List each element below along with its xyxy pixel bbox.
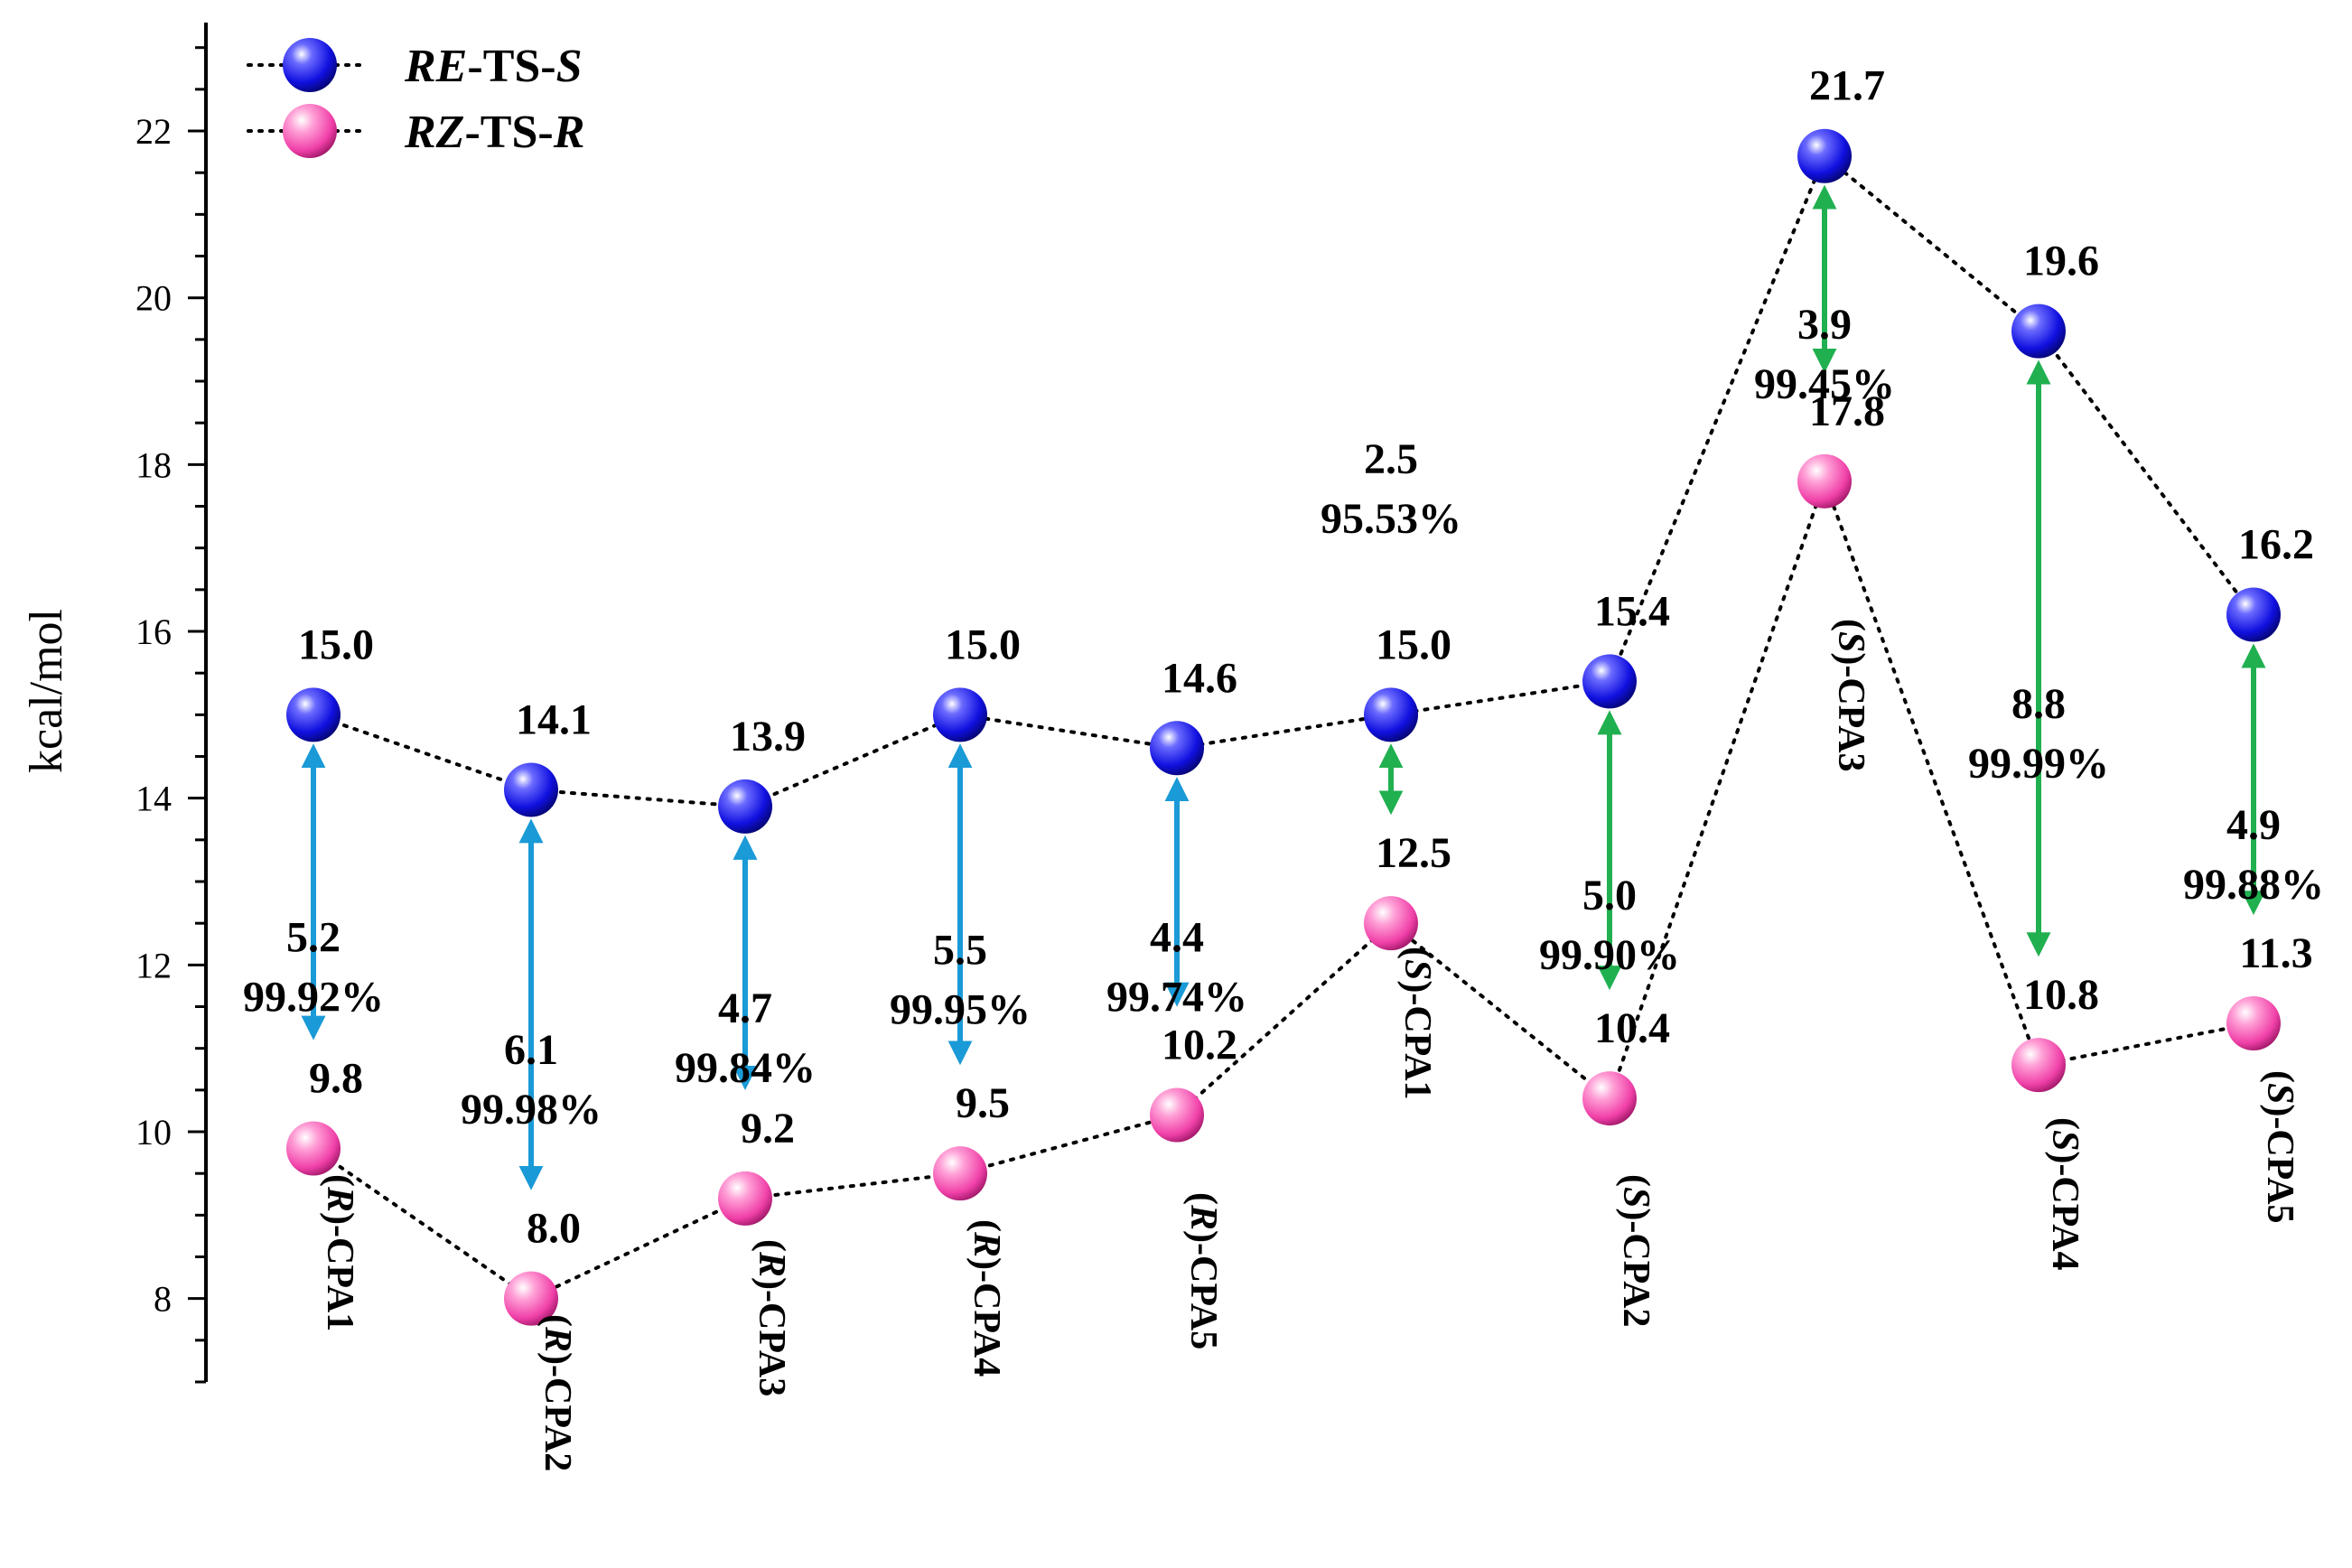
category-label: (R)-CPA3 bbox=[751, 1239, 792, 1396]
y-tick-label: 14 bbox=[135, 779, 172, 819]
y-tick-label: 8 bbox=[154, 1279, 172, 1320]
category-label: (S)-CPA1 bbox=[1396, 947, 1438, 1100]
data-points bbox=[286, 128, 2281, 1326]
value-label: 9.8 bbox=[309, 1054, 363, 1102]
value-label: 15.0 bbox=[1376, 621, 1451, 668]
re-ts-s-point bbox=[933, 687, 987, 742]
value-label: 15.0 bbox=[945, 621, 1021, 668]
value-label: 16.2 bbox=[2238, 521, 2314, 569]
y-tick-label: 10 bbox=[135, 1112, 172, 1153]
gap-delta-label: 5.0 bbox=[1582, 872, 1637, 919]
category-label: (R)-CPA2 bbox=[537, 1314, 578, 1471]
category-label: (S)-CPA5 bbox=[2259, 1070, 2301, 1224]
y-tick-label: 22 bbox=[135, 111, 172, 152]
gap-percent-label: 95.53% bbox=[1321, 495, 1461, 543]
rz-ts-r-point bbox=[2011, 1038, 2066, 1093]
value-label: 14.6 bbox=[1162, 654, 1237, 702]
re-ts-s-point bbox=[1797, 128, 1852, 183]
gap-delta-label: 2.5 bbox=[1364, 435, 1418, 483]
value-label: 17.8 bbox=[1809, 387, 1885, 435]
gap-percent-label: 99.84% bbox=[675, 1044, 816, 1092]
gap-delta-label: 4.7 bbox=[718, 985, 772, 1032]
legend-marker bbox=[283, 38, 337, 92]
gap-percent-label: 99.92% bbox=[243, 973, 384, 1021]
gap-percent-label: 99.99% bbox=[1968, 740, 2109, 788]
value-label: 12.5 bbox=[1376, 829, 1451, 877]
rz-ts-r-point bbox=[504, 1271, 558, 1326]
gap-delta-label: 4.4 bbox=[1150, 913, 1204, 961]
re-ts-s-point bbox=[1364, 687, 1418, 742]
y-axis-title: kcal/mol bbox=[21, 609, 72, 773]
series-line-0 bbox=[312, 153, 2255, 808]
rz-ts-r-point bbox=[1797, 453, 1852, 509]
series-line-1 bbox=[312, 475, 2255, 1301]
re-ts-s-point bbox=[1582, 654, 1637, 709]
gap-percent-label: 99.88% bbox=[2183, 861, 2324, 909]
gap-percent-label: 99.98% bbox=[461, 1086, 602, 1134]
gap-percent-label: 99.74% bbox=[1106, 973, 1247, 1021]
category-label: (S)-CPA3 bbox=[1830, 619, 1871, 772]
value-label: 8.0 bbox=[527, 1205, 581, 1253]
value-label: 13.9 bbox=[730, 713, 806, 761]
rz-ts-r-point bbox=[1150, 1087, 1204, 1143]
rz-ts-r-point bbox=[718, 1171, 772, 1226]
y-tick-label: 18 bbox=[135, 444, 172, 485]
value-label: 14.1 bbox=[516, 695, 592, 743]
y-axis: 8 10 12 14 16 18 20 22 bbox=[135, 23, 208, 1384]
re-ts-s-point bbox=[2011, 303, 2066, 359]
re-ts-s-point bbox=[718, 779, 772, 834]
legend-label: RE-TS-S bbox=[404, 41, 583, 92]
gap-delta-label: 6.1 bbox=[504, 1026, 558, 1074]
value-label: 10.2 bbox=[1162, 1022, 1237, 1069]
rz-ts-r-point bbox=[1364, 896, 1418, 951]
value-label: 9.2 bbox=[741, 1105, 795, 1153]
gap-percent-label: 99.95% bbox=[890, 985, 1031, 1033]
gap-delta-label: 5.2 bbox=[286, 913, 341, 961]
legend: RE-TS-S RZ-TS-R bbox=[247, 38, 584, 158]
gap-arrows bbox=[301, 184, 2266, 1190]
gap-delta-label: 5.5 bbox=[933, 926, 987, 974]
value-labels: 15.0 14.1 13.9 15.0 14.6 15.0 15.4 21.7 19.6 16.2… bbox=[298, 62, 2314, 1253]
category-label: (S)-CPA2 bbox=[1615, 1174, 1657, 1328]
category-label: (R)-CPA5 bbox=[1182, 1192, 1224, 1349]
re-ts-s-point bbox=[286, 687, 341, 742]
value-label: 10.4 bbox=[1594, 1004, 1670, 1052]
category-labels: (R)-CPA1 (R)-CPA2 (R)-CPA3 (R)-CPA4 (R)-CPA5… bbox=[319, 619, 2301, 1471]
gap-labels: 5.2 99.92% 6.1 99.98% 4.7 99.84% 5.5 99.95% 4.4 9… bbox=[243, 301, 2324, 1134]
rz-ts-r-point bbox=[933, 1146, 987, 1201]
re-ts-s-point bbox=[1150, 721, 1204, 776]
value-label: 19.6 bbox=[2023, 238, 2099, 285]
gap-delta-label: 8.8 bbox=[2011, 680, 2066, 728]
value-label: 15.0 bbox=[298, 621, 374, 668]
re-ts-s-point bbox=[2226, 587, 2281, 642]
gap-delta-label: 4.9 bbox=[2226, 801, 2281, 849]
value-label: 10.8 bbox=[2023, 971, 2099, 1019]
y-tick-label: 20 bbox=[135, 278, 172, 319]
category-label: (R)-CPA4 bbox=[966, 1219, 1007, 1377]
value-label: 15.4 bbox=[1594, 587, 1670, 635]
re-ts-s-point bbox=[504, 762, 558, 817]
rz-ts-r-point bbox=[2226, 995, 2281, 1050]
legend-label: RZ-TS-R bbox=[404, 107, 584, 158]
gap-percent-label: 99.45% bbox=[1754, 360, 1895, 408]
gap-percent-label: 99.90% bbox=[1539, 931, 1680, 979]
y-tick-label: 16 bbox=[135, 611, 172, 652]
value-label: 9.5 bbox=[956, 1079, 1010, 1127]
y-tick-label: 12 bbox=[135, 945, 172, 985]
value-label: 21.7 bbox=[1809, 62, 1885, 110]
rz-ts-r-point bbox=[286, 1121, 341, 1176]
value-label: 11.3 bbox=[2239, 929, 2312, 977]
rz-ts-r-point bbox=[1582, 1071, 1637, 1126]
category-label: (R)-CPA1 bbox=[319, 1174, 360, 1331]
legend-marker bbox=[283, 104, 337, 158]
series-lines bbox=[312, 153, 2255, 1301]
category-label: (S)-CPA4 bbox=[2044, 1117, 2086, 1271]
gap-delta-label: 3.9 bbox=[1797, 301, 1852, 349]
